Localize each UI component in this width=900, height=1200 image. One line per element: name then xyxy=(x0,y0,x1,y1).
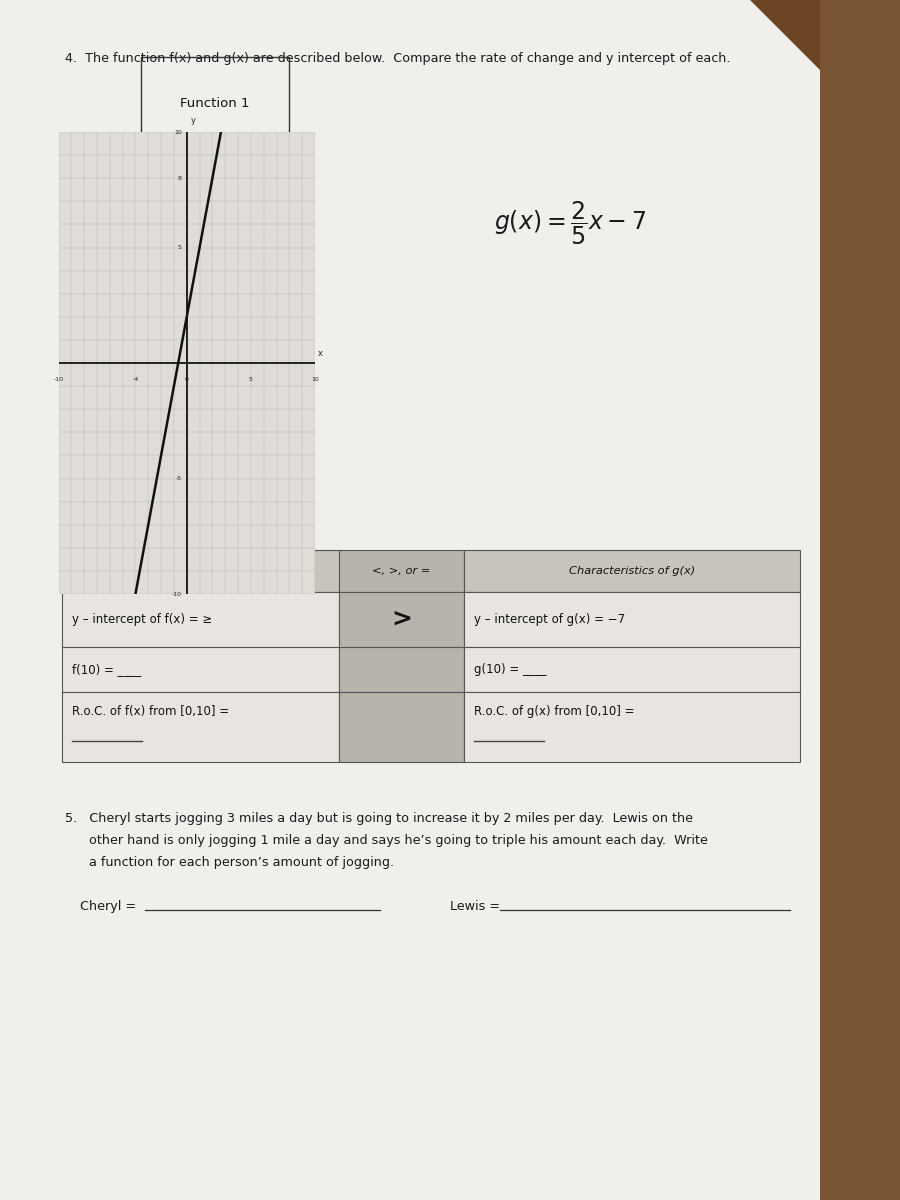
Text: >: > xyxy=(391,607,412,631)
Text: Characteristics of f(x): Characteristics of f(x) xyxy=(139,566,262,576)
Bar xyxy=(464,550,800,592)
Text: 10: 10 xyxy=(311,377,319,382)
Polygon shape xyxy=(750,0,900,150)
Text: <, >, or =: <, >, or = xyxy=(373,566,430,576)
Text: R.o.C. of g(x) from [0,10] =: R.o.C. of g(x) from [0,10] = xyxy=(474,706,634,718)
Text: other hand is only jogging 1 mile a day and says he’s going to triple his amount: other hand is only jogging 1 mile a day … xyxy=(65,834,708,847)
Bar xyxy=(62,647,338,692)
Bar xyxy=(338,592,464,647)
Text: Function 1: Function 1 xyxy=(180,97,250,110)
Bar xyxy=(464,592,800,647)
Text: 10: 10 xyxy=(174,130,182,134)
Bar xyxy=(338,692,464,762)
Text: Lewis =: Lewis = xyxy=(450,900,504,913)
Bar xyxy=(464,692,800,762)
Bar xyxy=(820,0,900,1200)
Bar xyxy=(62,692,338,762)
Text: 4.  The function f(x) and g(x) are described below.  Compare the rate of change : 4. The function f(x) and g(x) are descri… xyxy=(65,52,731,65)
Text: -10: -10 xyxy=(172,592,182,596)
Text: $g(x)=\dfrac{2}{5}x - 7$: $g(x)=\dfrac{2}{5}x - 7$ xyxy=(494,200,646,247)
Text: -4: -4 xyxy=(132,377,139,382)
Text: Cheryl =: Cheryl = xyxy=(80,900,140,913)
Text: g(10) = ____: g(10) = ____ xyxy=(474,662,546,676)
Bar xyxy=(338,550,464,592)
Bar xyxy=(338,647,464,692)
Bar xyxy=(464,647,800,692)
Text: 5: 5 xyxy=(177,245,182,250)
Text: x: x xyxy=(318,349,322,359)
Text: -5: -5 xyxy=(176,476,182,481)
Text: 8: 8 xyxy=(177,175,182,181)
Text: -10: -10 xyxy=(53,377,64,382)
Text: Characteristics of g(x): Characteristics of g(x) xyxy=(569,566,695,576)
Text: y: y xyxy=(191,116,195,125)
Text: 5: 5 xyxy=(249,377,253,382)
Text: a function for each person’s amount of jogging.: a function for each person’s amount of j… xyxy=(65,856,394,869)
Text: 0: 0 xyxy=(184,377,189,382)
Text: y – intercept of f(x) = ≥: y – intercept of f(x) = ≥ xyxy=(72,613,212,626)
Text: 5.   Cheryl starts jogging 3 miles a day but is going to increase it by 2 miles : 5. Cheryl starts jogging 3 miles a day b… xyxy=(65,812,693,826)
Text: y – intercept of g(x) = −7: y – intercept of g(x) = −7 xyxy=(474,613,626,626)
Text: f(10) = ____: f(10) = ____ xyxy=(72,662,141,676)
Bar xyxy=(62,550,338,592)
Bar xyxy=(62,592,338,647)
Text: R.o.C. of f(x) from [0,10] =: R.o.C. of f(x) from [0,10] = xyxy=(72,706,230,718)
